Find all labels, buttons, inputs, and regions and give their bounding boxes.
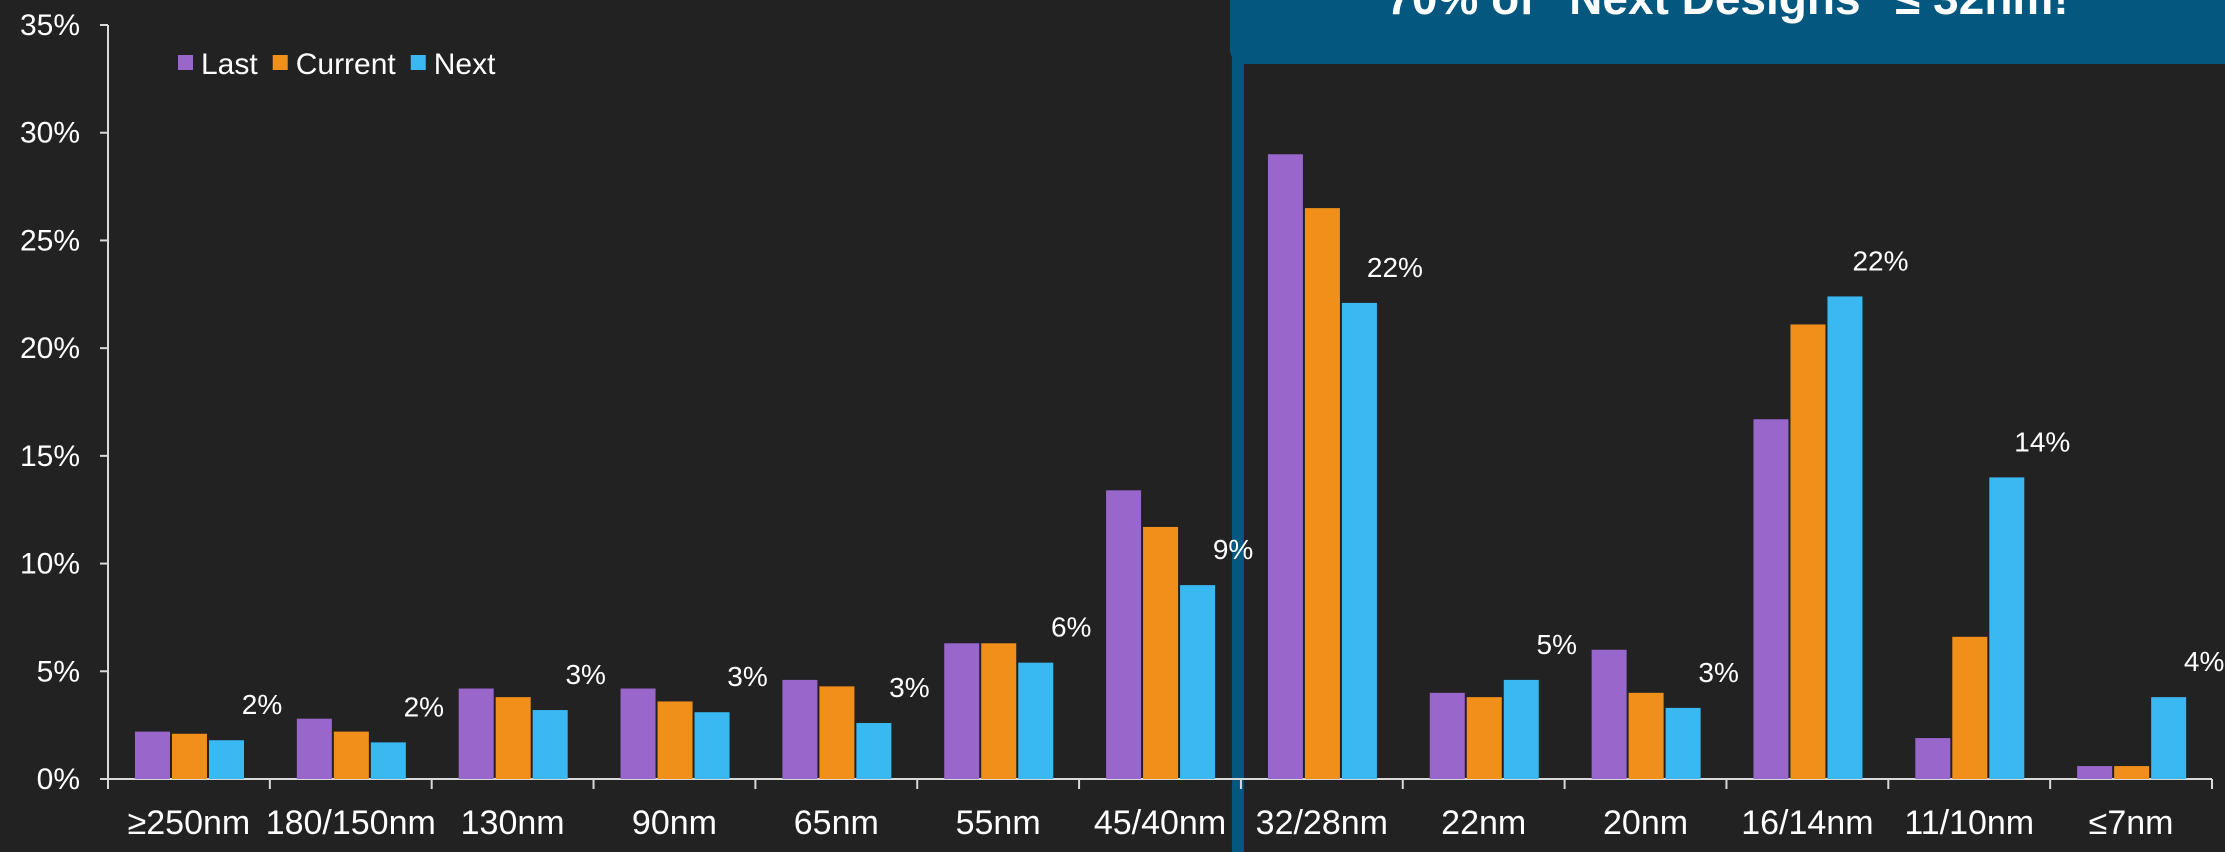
bar-current	[333, 731, 369, 779]
bar-next	[856, 722, 892, 779]
legend-label: Current	[296, 48, 397, 81]
bar-last	[1267, 154, 1303, 779]
bar-last	[944, 643, 980, 779]
data-label: 2%	[404, 691, 444, 722]
bar-last	[1591, 649, 1627, 779]
bar-current	[1466, 697, 1502, 779]
bar-current	[657, 701, 693, 779]
bar-next	[2151, 697, 2187, 779]
data-label: 3%	[889, 672, 929, 703]
bar-next	[209, 740, 244, 779]
bar-next	[532, 710, 568, 779]
bar-last	[1429, 692, 1465, 779]
x-tick-label: ≤7nm	[2089, 804, 2174, 842]
bar-last	[782, 679, 818, 779]
y-tick-label: 10%	[20, 548, 80, 581]
y-tick-label: 35%	[20, 9, 80, 42]
banner-title: 70% of "Next Designs" ≤ 32nm!	[1386, 0, 2068, 24]
x-tick-label: 55nm	[956, 804, 1041, 842]
legend-swatch	[272, 55, 288, 70]
data-label: 5%	[1537, 629, 1577, 660]
bar-next	[1180, 585, 1216, 779]
bar-last	[620, 688, 656, 779]
bar-current	[1143, 526, 1179, 779]
bar-current	[981, 643, 1017, 779]
highlight-banner: 70% of "Next Designs" ≤ 32nm!	[1229, 0, 2225, 64]
data-label: 4%	[2184, 646, 2224, 677]
x-tick-label: ≥250nm	[128, 804, 251, 842]
bar-next	[694, 712, 730, 779]
y-tick-label: 30%	[20, 117, 80, 150]
highlight-region	[1231, 46, 2225, 852]
data-label: 3%	[1698, 657, 1738, 688]
data-label: 22%	[1852, 245, 1908, 276]
legend-label: Last	[201, 48, 258, 81]
highlight-frame	[1231, 46, 2225, 852]
bars	[135, 154, 2187, 780]
legend-label: Next	[434, 48, 496, 81]
bar-last	[458, 688, 494, 779]
data-label: 3%	[727, 661, 767, 692]
data-label: 2%	[242, 689, 282, 720]
banner-box	[1229, 0, 2225, 64]
bar-current	[495, 697, 531, 779]
x-tick-label: 20nm	[1603, 804, 1688, 842]
x-tick-label: 32/28nm	[1256, 804, 1388, 842]
data-label: 9%	[1213, 534, 1253, 565]
bar-current	[1952, 636, 1988, 779]
bar-next	[1989, 477, 2025, 779]
bar-next	[1503, 679, 1539, 779]
y-tick-label: 25%	[20, 224, 80, 257]
y-tick-label: 5%	[37, 655, 80, 688]
bar-last	[135, 731, 170, 779]
y-tick-label: 15%	[20, 440, 80, 473]
y-tick-label: 20%	[20, 332, 80, 365]
axes: 0% 5% 10% 15% 20% 25% 30% 35% ≥250nm 180/150nm 130…	[20, 9, 2213, 842]
bar-next	[1018, 662, 1054, 779]
bar-current	[1790, 324, 1826, 779]
data-labels: 2% 2% 3% 3% 3% 6% 9% 22% 5% 3% 22% 14% 4%	[242, 245, 2225, 722]
bar-next	[1665, 707, 1701, 779]
legend: Last Current Next	[178, 48, 496, 81]
bar-next	[370, 742, 406, 779]
bar-last	[2077, 766, 2113, 779]
data-label: 22%	[1367, 252, 1423, 283]
bar-current	[1628, 692, 1664, 779]
legend-swatch	[410, 55, 426, 70]
data-label: 14%	[2014, 426, 2070, 457]
x-tick-label: 180/150nm	[266, 804, 436, 842]
bar-last	[1106, 490, 1142, 779]
x-tick-label: 130nm	[461, 804, 565, 842]
bar-current	[1304, 208, 1340, 780]
bar-last	[1915, 738, 1951, 779]
bar-next	[1341, 302, 1377, 779]
x-tick-label: 90nm	[632, 804, 717, 842]
bar-current	[2114, 766, 2150, 779]
x-tick-label: 22nm	[1441, 804, 1526, 842]
bar-next	[1827, 296, 1863, 779]
data-label: 6%	[1051, 612, 1091, 643]
data-label: 3%	[565, 659, 605, 690]
x-tick-label: 45/40nm	[1094, 804, 1226, 842]
x-tick-label: 16/14nm	[1741, 804, 1873, 842]
bar-last	[296, 718, 332, 779]
legend-swatch	[178, 55, 193, 70]
y-tick-label: 0%	[37, 763, 80, 796]
x-tick-label: 65nm	[794, 804, 879, 842]
bar-last	[1753, 419, 1789, 779]
bar-current	[172, 733, 207, 779]
bar-current	[819, 686, 855, 779]
x-tick-label: 11/10nm	[1904, 804, 2034, 842]
